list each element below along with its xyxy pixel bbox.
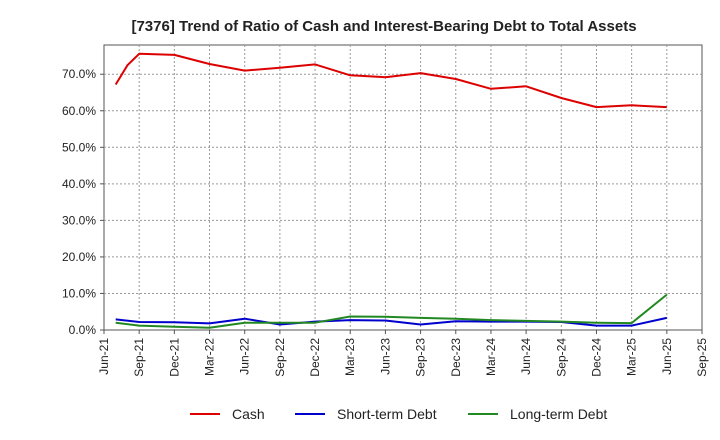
x-tick-label: Mar-22 [203, 338, 217, 376]
legend-label-cash: Cash [232, 406, 265, 422]
grid [104, 45, 702, 330]
x-tick-label: Sep-23 [414, 338, 428, 377]
x-tick-label: Dec-22 [308, 338, 322, 377]
x-tick-label: Sep-25 [695, 338, 709, 377]
x-tick-label: Sep-21 [132, 338, 146, 377]
y-tick-label: 30.0% [62, 213, 96, 227]
x-tick-label: Jun-21 [97, 338, 111, 375]
y-tick-label: 20.0% [62, 250, 96, 264]
x-tick-label: Jun-25 [660, 338, 674, 375]
series-lines [114, 52, 668, 329]
legend-label-long-term-debt: Long-term Debt [510, 406, 607, 422]
x-tick-label: Dec-24 [589, 338, 603, 377]
y-tick-label: 0.0% [69, 323, 97, 337]
x-tick-label: Mar-23 [343, 338, 357, 376]
y-axis: 0.0% 10.0% 20.0% 30.0% 40.0% 50.0% 60.0% 70.0% [62, 67, 104, 337]
series-line-cash [114, 52, 667, 109]
series-line-long-term-debt [115, 293, 668, 329]
y-tick-label: 60.0% [62, 104, 96, 118]
x-tick-label: Dec-21 [167, 338, 181, 377]
y-tick-label: 50.0% [62, 140, 96, 154]
legend-label-short-term-debt: Short-term Debt [337, 406, 437, 422]
plot-area [103, 44, 703, 331]
legend: Cash Short-term Debt Long-term Debt [190, 406, 607, 422]
x-tick-label: Jun-22 [238, 338, 252, 375]
x-axis: Jun-21 Sep-21 Dec-21 Mar-22 Jun-22 Sep-22 Dec-… [97, 330, 709, 377]
x-tick-label: Mar-24 [484, 338, 498, 376]
x-tick-label: Jun-23 [378, 338, 392, 375]
series-line-short-term-debt [115, 316, 668, 327]
x-tick-label: Sep-22 [273, 338, 287, 377]
x-tick-label: Jun-24 [519, 338, 533, 375]
chart-title: [7376] Trend of Ratio of Cash and Intere… [131, 18, 636, 35]
y-tick-label: 70.0% [62, 67, 96, 81]
x-tick-label: Dec-23 [449, 338, 463, 377]
plot-border [103, 44, 703, 331]
x-tick-label: Sep-24 [554, 338, 568, 377]
x-tick-label: Mar-25 [625, 338, 639, 376]
y-tick-label: 40.0% [62, 177, 96, 191]
y-tick-label: 10.0% [62, 286, 96, 300]
